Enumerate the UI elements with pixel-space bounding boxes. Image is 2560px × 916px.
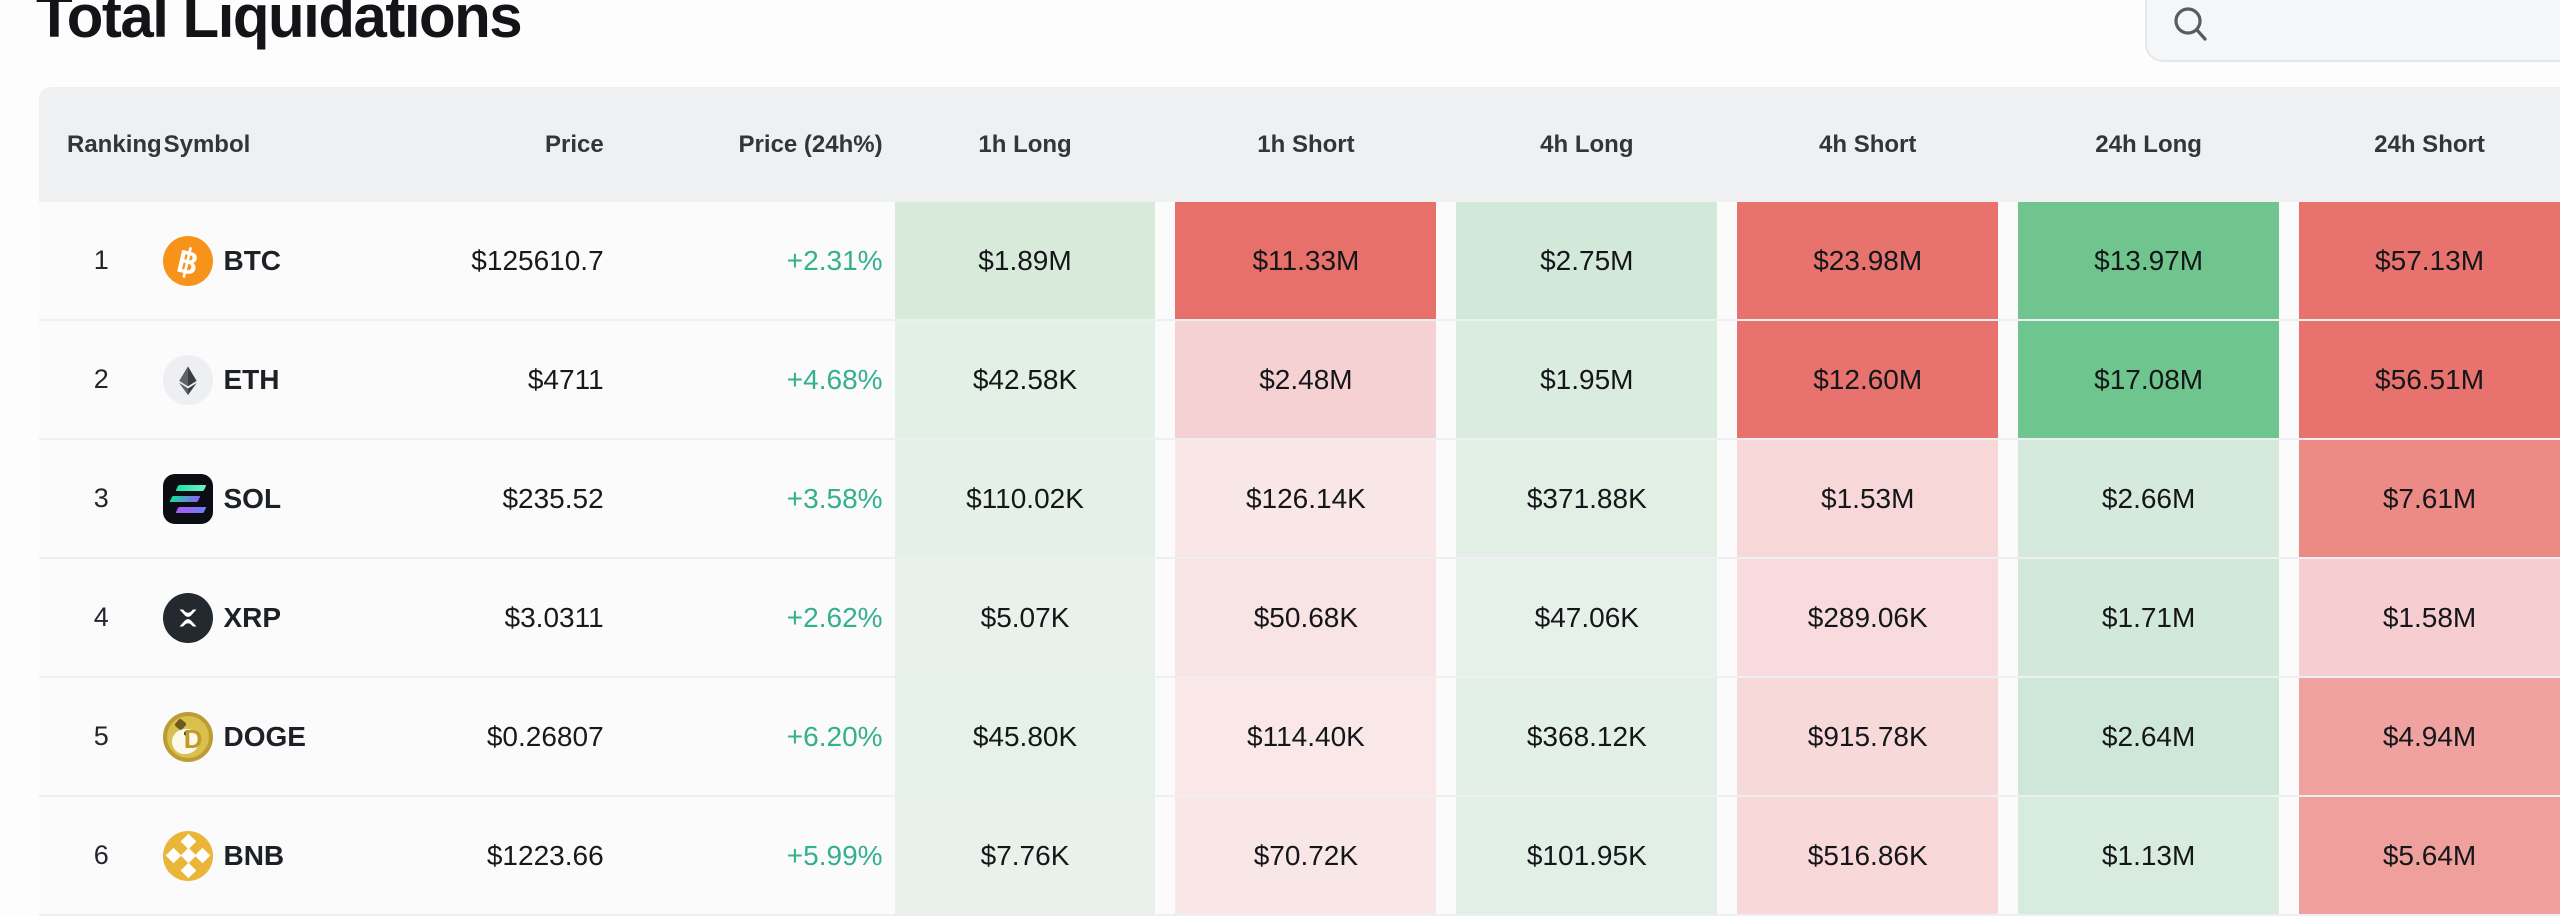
symbol-label: ETH (223, 363, 280, 395)
heat-cell-1h-long: $5.07K (894, 559, 1156, 676)
table-header-row: Ranking Symbol Price Price (24h%) 1h Lon… (39, 87, 2560, 202)
heat-cell-24h-short: $7.61M (2299, 440, 2560, 557)
heat-cell-24h-long: $17.08M (2018, 321, 2280, 438)
heat-cell-4h-long: $368.12K (1456, 678, 1718, 795)
page-title: Total Liquidations (36, 0, 523, 50)
table-row-bnb[interactable]: 6 BNB $1223.66 +5.99% $7.76K $70.72K $10… (39, 797, 2560, 916)
heat-cell-1h-short: $126.14K (1175, 440, 1437, 557)
heat-cell-24h-short: $57.13M (2299, 202, 2560, 319)
table-row-sol[interactable]: 3 SOL $235.52 +3.58% $110.02K $126.14K $… (39, 440, 2560, 559)
price-value: $1223.66 (486, 839, 604, 871)
col-header-4h-short[interactable]: 4h Short (1819, 130, 1917, 158)
col-header-price-24h[interactable]: Price (24h%) (738, 130, 883, 158)
rank-value: 6 (93, 840, 109, 870)
heat-cell-1h-long: $110.02K (894, 440, 1156, 557)
symbol-label: DOGE (223, 720, 306, 752)
price-change-value: +5.99% (786, 839, 883, 871)
heat-cell-24h-long: $13.97M (2018, 202, 2280, 319)
rank-value: 3 (93, 483, 109, 513)
price-value: $3.0311 (504, 601, 604, 633)
heat-cell-24h-long: $1.71M (2018, 559, 2280, 676)
heat-cell-1h-short: $11.33M (1175, 202, 1437, 319)
heat-cell-4h-long: $371.88K (1456, 440, 1718, 557)
rank-value: 5 (93, 721, 109, 751)
heat-cell-1h-short: $114.40K (1175, 678, 1437, 795)
price-value: $125610.7 (471, 244, 604, 276)
heat-cell-1h-long: $45.80K (894, 678, 1156, 795)
heat-cell-1h-short: $2.48M (1175, 321, 1437, 438)
bnb-coin-icon (163, 830, 214, 881)
heat-cell-4h-short: $289.06K (1737, 559, 1999, 676)
heat-cell-4h-short: $12.60M (1737, 321, 1999, 438)
symbol-label: BNB (223, 839, 285, 871)
heat-cell-4h-short: $516.86K (1737, 797, 1999, 914)
table-row-btc[interactable]: 1 BTC $125610.7 +2.31% $1.89M $11.33M $2… (39, 202, 2560, 321)
sol-coin-icon (163, 473, 214, 524)
col-header-price[interactable]: Price (545, 130, 604, 158)
heat-cell-24h-short: $56.51M (2299, 321, 2560, 438)
heat-cell-24h-long: $2.64M (2018, 678, 2280, 795)
col-header-4h-long[interactable]: 4h Long (1540, 130, 1634, 158)
heat-cell-24h-short: $1.58M (2299, 559, 2560, 676)
col-header-1h-long[interactable]: 1h Long (978, 130, 1072, 158)
col-header-ranking[interactable]: Ranking (67, 130, 162, 158)
search-icon (2174, 7, 2207, 41)
price-change-value: +3.58% (786, 482, 883, 514)
heat-cell-4h-long: $2.75M (1456, 202, 1718, 319)
table-row-xrp[interactable]: 4 XRP $3.0311 +2.62% $5.07K $50.68K $47.… (39, 559, 2560, 678)
doge-coin-icon (163, 711, 214, 762)
table-row-doge[interactable]: 5 DOGE $0.26807 +6.20% $45.80K $114.40K … (39, 678, 2560, 797)
eth-coin-icon (163, 354, 214, 405)
heat-cell-1h-short: $50.68K (1175, 559, 1437, 676)
heat-cell-1h-long: $7.76K (894, 797, 1156, 914)
symbol-label: XRP (223, 601, 282, 633)
heat-cell-4h-short: $1.53M (1737, 440, 1999, 557)
heat-cell-24h-long: $2.66M (2018, 440, 2280, 557)
heat-cell-4h-long: $101.95K (1456, 797, 1718, 914)
heat-cell-4h-short: $23.98M (1737, 202, 1999, 319)
heat-cell-24h-long: $1.13M (2018, 797, 2280, 914)
symbol-label: SOL (223, 482, 282, 514)
price-change-value: +6.20% (786, 720, 883, 752)
price-value: $4711 (527, 363, 604, 395)
liquidations-table: Ranking Symbol Price Price (24h%) 1h Lon… (39, 87, 2560, 916)
rank-value: 2 (93, 364, 109, 394)
heat-cell-1h-long: $1.89M (894, 202, 1156, 319)
price-value: $235.52 (502, 482, 604, 514)
price-value: $0.26807 (486, 720, 604, 752)
heat-cell-1h-short: $70.72K (1175, 797, 1437, 914)
xrp-coin-icon (163, 592, 214, 643)
rank-value: 1 (93, 245, 109, 275)
heat-cell-24h-short: $4.94M (2299, 678, 2560, 795)
table-row-eth[interactable]: 2 ETH $4711 +4.68% $42.58K $2.48M $1.95M… (39, 321, 2560, 440)
heat-cell-4h-long: $47.06K (1456, 559, 1718, 676)
heat-cell-1h-long: $42.58K (894, 321, 1156, 438)
col-header-1h-short[interactable]: 1h Short (1257, 130, 1355, 158)
price-change-value: +4.68% (786, 363, 883, 395)
price-change-value: +2.62% (786, 601, 883, 633)
rank-value: 4 (93, 602, 109, 632)
price-change-value: +2.31% (786, 244, 883, 276)
btc-coin-icon (163, 235, 214, 286)
heat-cell-4h-long: $1.95M (1456, 321, 1718, 438)
col-header-24h-short[interactable]: 24h Short (2374, 130, 2485, 158)
heat-cell-4h-short: $915.78K (1737, 678, 1999, 795)
symbol-label: BTC (223, 244, 282, 276)
heat-cell-24h-short: $5.64M (2299, 797, 2560, 914)
search-text-field[interactable] (2217, 12, 2560, 56)
col-header-24h-long[interactable]: 24h Long (2095, 130, 2202, 158)
col-header-symbol[interactable]: Symbol (163, 130, 251, 158)
search-input[interactable] (2145, 0, 2560, 62)
